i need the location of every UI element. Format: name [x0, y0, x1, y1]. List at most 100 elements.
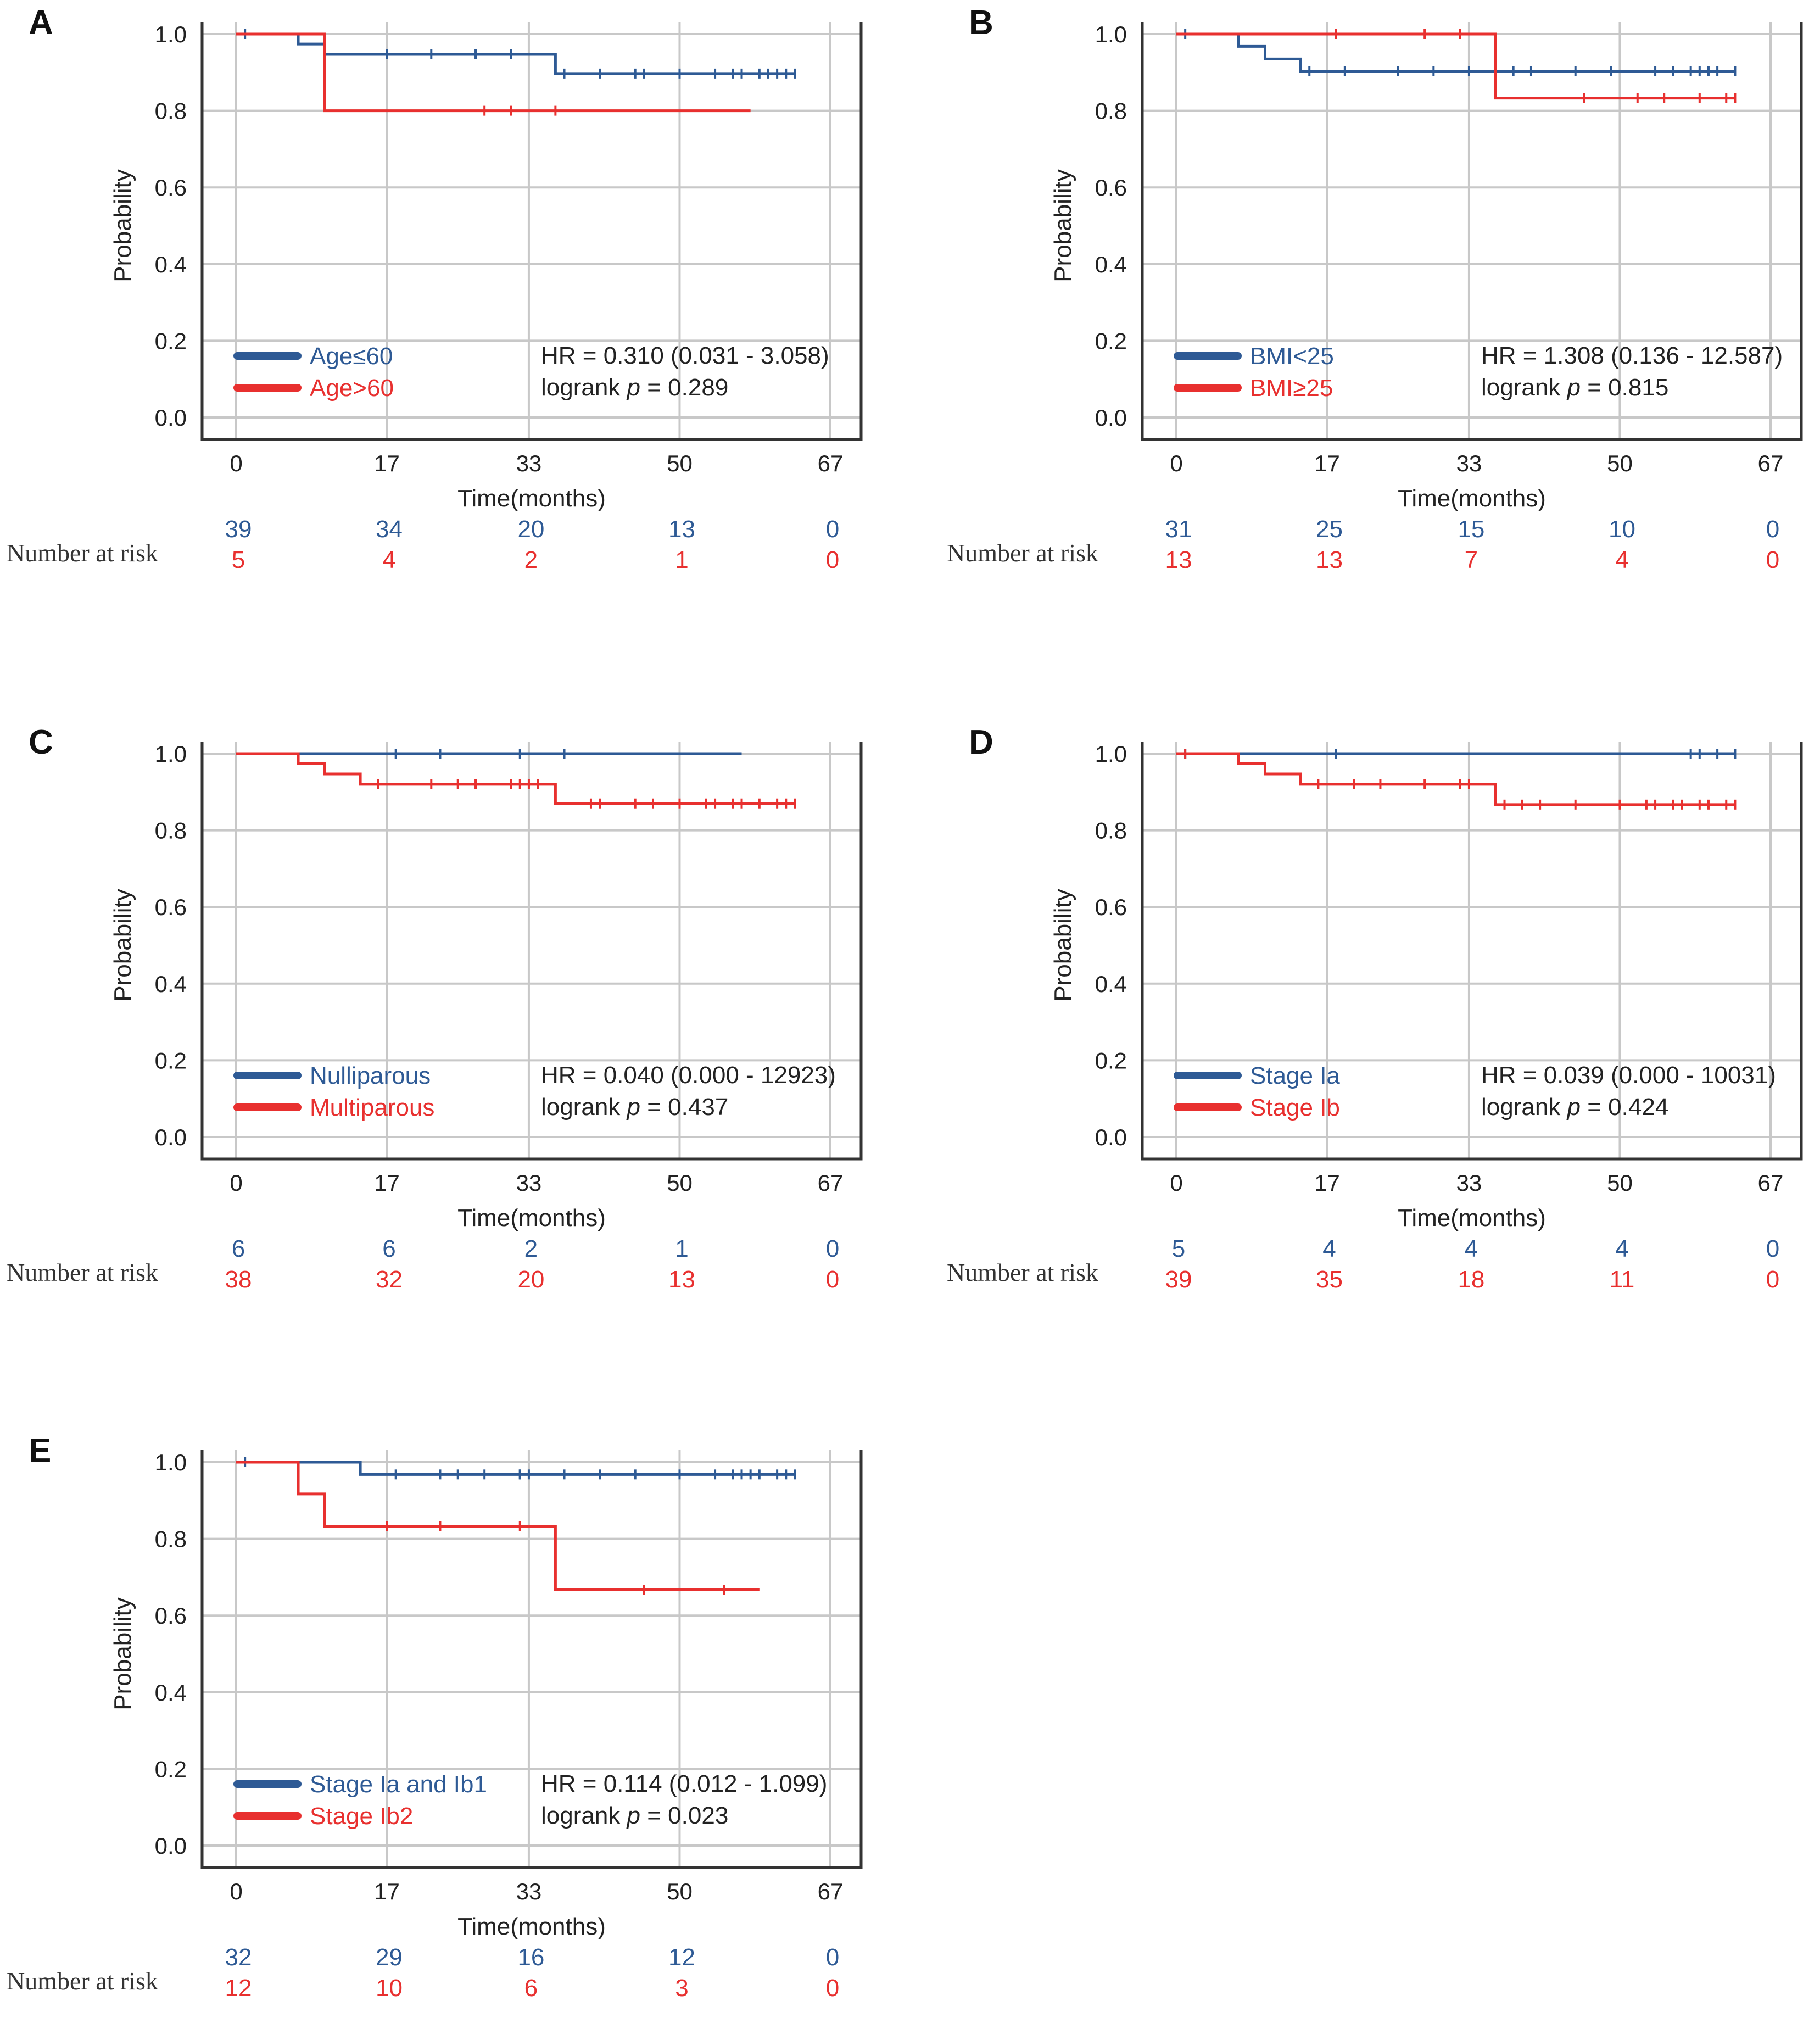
y-axis-title: Probability [109, 889, 136, 1001]
y-tick-label: 0.0 [155, 1833, 187, 1859]
axes-frame [1141, 22, 1803, 441]
p-value: = 0.437 [640, 1094, 728, 1121]
y-tick-label: 1.0 [1095, 21, 1127, 47]
risk-count: 6 [232, 1235, 245, 1262]
p-value: = 0.023 [640, 1802, 728, 1829]
x-tick-label: 33 [1456, 450, 1482, 476]
logrank-text: logrank p = 0.815 [1481, 374, 1668, 401]
risk-count: 0 [1766, 516, 1779, 543]
panel-label: C [29, 723, 53, 761]
risk-count: 31 [1165, 516, 1192, 543]
risk-count: 0 [1766, 547, 1779, 573]
panel-e: E 0.0 0.2 0.4 0.6 0.8 1.0 0 17 33 50 67 Time(months)… [7, 1432, 863, 2002]
legend-label: Stage Ia and Ib1 [310, 1771, 487, 1798]
number-at-risk-label: Number at risk [7, 539, 158, 567]
risk-count: 4 [1615, 547, 1628, 573]
panel-a: A0.00.20.40.60.81.00 17 33 50 67Time(months)… [7, 4, 863, 573]
risk-count: 5 [232, 547, 245, 573]
risk-count: 0 [826, 547, 839, 573]
y-tick-label: 0.6 [1095, 175, 1127, 200]
x-tick-label: 17 [1314, 1170, 1340, 1196]
x-tick-label: 0 [230, 1170, 242, 1196]
risk-count: 29 [376, 1944, 403, 1971]
p-value: = 0.815 [1581, 374, 1668, 401]
y-tick-label: 0.6 [155, 1603, 187, 1629]
risk-count: 13 [1165, 547, 1192, 573]
logrank-text: logrank p = 0.424 [1481, 1094, 1668, 1121]
risk-count: 10 [1609, 516, 1635, 543]
p-symbol: p [626, 1802, 640, 1829]
x-tick-label: 50 [1607, 450, 1633, 476]
panel-label: E [29, 1432, 51, 1470]
risk-count: 4 [1615, 1235, 1628, 1262]
p-value: = 0.424 [1581, 1094, 1668, 1121]
km-curve-series-1 [1176, 32, 1735, 73]
legend-label: BMI≥25 [1250, 375, 1333, 402]
hazard-ratio-text: HR = 0.039 (0.000 - 10031) [1481, 1062, 1776, 1089]
number-at-risk-label: Number at risk [7, 1258, 158, 1286]
logrank-prefix: logrank [1481, 374, 1567, 401]
axes-frame [200, 22, 863, 441]
axes-frame [1141, 742, 1803, 1161]
risk-count: 0 [826, 1975, 839, 2002]
p-symbol: p [626, 374, 640, 401]
y-tick-label: 0.2 [155, 328, 187, 354]
legend-label: Multiparous [310, 1094, 434, 1121]
risk-count: 1 [675, 1235, 688, 1262]
risk-count: 0 [1766, 1235, 1779, 1262]
y-tick-label: 0.4 [155, 1680, 187, 1705]
risk-count: 12 [668, 1944, 695, 1971]
y-tick-label: 0.0 [155, 1124, 187, 1150]
risk-count: 34 [376, 516, 403, 543]
y-tick-label: 0.4 [1095, 971, 1127, 997]
x-tick-label: 67 [818, 450, 844, 476]
km-curve-series-2 [236, 1461, 760, 1591]
risk-count: 6 [382, 1235, 395, 1262]
x-tick-label: 50 [667, 450, 693, 476]
legend-label: Stage Ib [1250, 1094, 1340, 1121]
logrank-prefix: logrank [1481, 1094, 1567, 1121]
x-tick-label: 67 [818, 1170, 844, 1196]
y-tick-label: 1.0 [155, 21, 187, 47]
x-tick-label: 50 [667, 1879, 693, 1904]
hazard-ratio-text: HR = 1.308 (0.136 - 12.587) [1481, 342, 1783, 369]
y-tick-label: 0.0 [155, 405, 187, 431]
risk-count: 7 [1465, 547, 1478, 573]
risk-count: 32 [225, 1944, 252, 1971]
risk-count: 5 [1172, 1235, 1185, 1262]
y-tick-label: 1.0 [155, 1450, 187, 1475]
y-axis-title: Probability [109, 1597, 136, 1710]
km-curve-series-1 [236, 32, 795, 75]
km-curve-series-1 [236, 1461, 795, 1476]
km-curve-series-2 [1176, 32, 1735, 100]
y-tick-label: 0.0 [1095, 405, 1127, 431]
y-tick-label: 1.0 [1095, 741, 1127, 767]
risk-count: 0 [826, 516, 839, 543]
risk-count: 38 [225, 1266, 252, 1293]
y-tick-label: 0.2 [155, 1047, 187, 1073]
x-tick-label: 67 [1758, 450, 1784, 476]
risk-count: 13 [1316, 547, 1343, 573]
risk-count: 25 [1316, 516, 1343, 543]
panel-c: C 0.0 0.2 0.4 0.6 0.8 1.0 0 17 33 50 67 Time(months)… [7, 723, 863, 1293]
x-tick-label: 50 [1607, 1170, 1633, 1196]
x-tick-label: 0 [1170, 450, 1182, 476]
risk-count: 3 [675, 1975, 688, 2002]
x-tick-label: 33 [516, 1879, 542, 1904]
risk-count: 39 [1165, 1266, 1192, 1293]
p-symbol: p [1566, 1094, 1581, 1121]
x-tick-label: 33 [1456, 1170, 1482, 1196]
y-tick-label: 1.0 [155, 741, 187, 767]
panel-b: B 0.0 0.2 0.4 0.6 0.8 1.0 0 17 33 50 67 Time(months)… [947, 4, 1803, 573]
x-axis-title: Time(months) [1398, 485, 1546, 512]
panel-label: D [969, 723, 993, 761]
x-axis-title: Time(months) [457, 1205, 606, 1231]
x-tick-label: 17 [1314, 450, 1340, 476]
y-tick-label: 0.8 [1095, 98, 1127, 124]
y-tick-label: 0.0 [1095, 1124, 1127, 1150]
risk-count: 16 [517, 1944, 544, 1971]
p-symbol: p [1566, 374, 1581, 401]
x-tick-label: 33 [516, 1170, 542, 1196]
hazard-ratio-text: HR = 0.040 (0.000 - 12923) [541, 1062, 836, 1089]
